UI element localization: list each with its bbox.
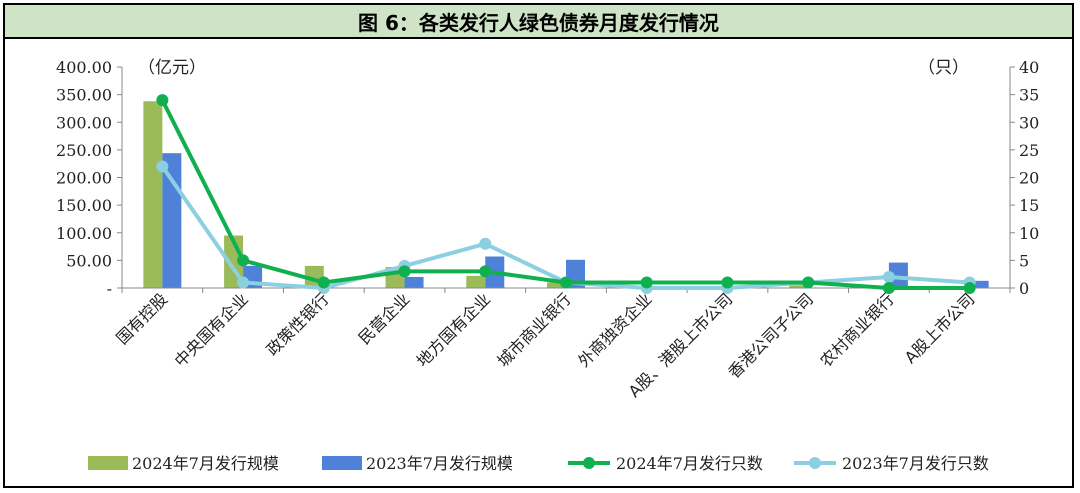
right-tick-label: 10 xyxy=(1019,224,1039,243)
right-tick-label: 0 xyxy=(1019,279,1029,298)
chart-title: 图 6：各类发行人绿色债券月度发行情况 xyxy=(5,5,1072,39)
category-label: 农村商业银行 xyxy=(816,289,897,370)
right-tick-label: 25 xyxy=(1019,141,1039,160)
right-tick-label: 40 xyxy=(1019,58,1039,77)
point-2024 xyxy=(721,276,734,289)
left-tick-label: 300.00 xyxy=(56,113,112,132)
point-2023 xyxy=(237,276,250,289)
left-axis-unit: （亿元） xyxy=(138,58,206,78)
category-label: 城市商业银行 xyxy=(494,289,575,370)
legend-swatch-marker xyxy=(809,457,821,469)
legend-label: 2024年7月发行只数 xyxy=(616,454,763,473)
point-2023 xyxy=(479,237,492,250)
category-label: 外商独资企业 xyxy=(574,289,655,370)
point-2024 xyxy=(560,276,572,289)
category-label: 政策性银行 xyxy=(263,289,333,359)
point-2023 xyxy=(156,160,169,173)
category-label: 民营企业 xyxy=(355,289,414,348)
legend-label: 2023年7月发行只数 xyxy=(842,454,989,473)
category-label: 香港公司子公司 xyxy=(724,289,817,382)
point-2024 xyxy=(882,282,895,294)
right-tick-label: 5 xyxy=(1019,251,1029,270)
right-tick-label: 35 xyxy=(1019,86,1039,105)
bar-2024 xyxy=(547,282,566,288)
point-2024 xyxy=(317,276,330,289)
chart-frame: 图 6：各类发行人绿色债券月度发行情况 xyxy=(3,3,1074,488)
bar-2024 xyxy=(789,285,809,288)
left-tick-label: 200.00 xyxy=(56,169,112,188)
left-tick-label: 400.00 xyxy=(56,58,112,77)
legend-swatch-bar xyxy=(322,456,362,470)
point-2024 xyxy=(802,276,815,289)
point-2024 xyxy=(479,265,492,278)
category-label: A股上市公司 xyxy=(901,289,979,367)
point-2023 xyxy=(882,270,895,283)
legend-label: 2024年7月发行规模 xyxy=(132,454,279,473)
bar-2024 xyxy=(143,101,163,288)
legend-label: 2023年7月发行规模 xyxy=(366,454,513,473)
left-tick-label: 250.00 xyxy=(56,141,112,160)
category-label: 中央国有企业 xyxy=(171,289,252,370)
left-tick-label: 350.00 xyxy=(56,86,112,105)
legend-swatch-bar xyxy=(88,456,128,470)
right-tick-label: 15 xyxy=(1019,196,1039,215)
point-2024 xyxy=(237,254,250,267)
left-tick-label: 150.00 xyxy=(56,196,112,215)
right-tick-label: 30 xyxy=(1019,113,1039,132)
point-2024 xyxy=(640,276,653,289)
right-tick-label: 20 xyxy=(1019,169,1039,188)
legend-swatch-marker xyxy=(583,457,595,469)
bar-2023 xyxy=(404,276,424,288)
point-2024 xyxy=(156,94,169,107)
bar-2024 xyxy=(466,275,486,288)
point-2024 xyxy=(963,282,976,294)
point-2024 xyxy=(398,265,411,278)
left-tick-label: 100.00 xyxy=(56,224,112,243)
left-tick-label: - xyxy=(107,279,112,298)
bar-2023 xyxy=(969,280,989,288)
category-label: 地方国有企业 xyxy=(413,289,494,370)
bar-2023 xyxy=(888,262,908,288)
category-label: 国有控股 xyxy=(112,289,171,348)
left-tick-label: 50.00 xyxy=(66,251,112,270)
right-axis-unit: （只） xyxy=(918,58,969,78)
